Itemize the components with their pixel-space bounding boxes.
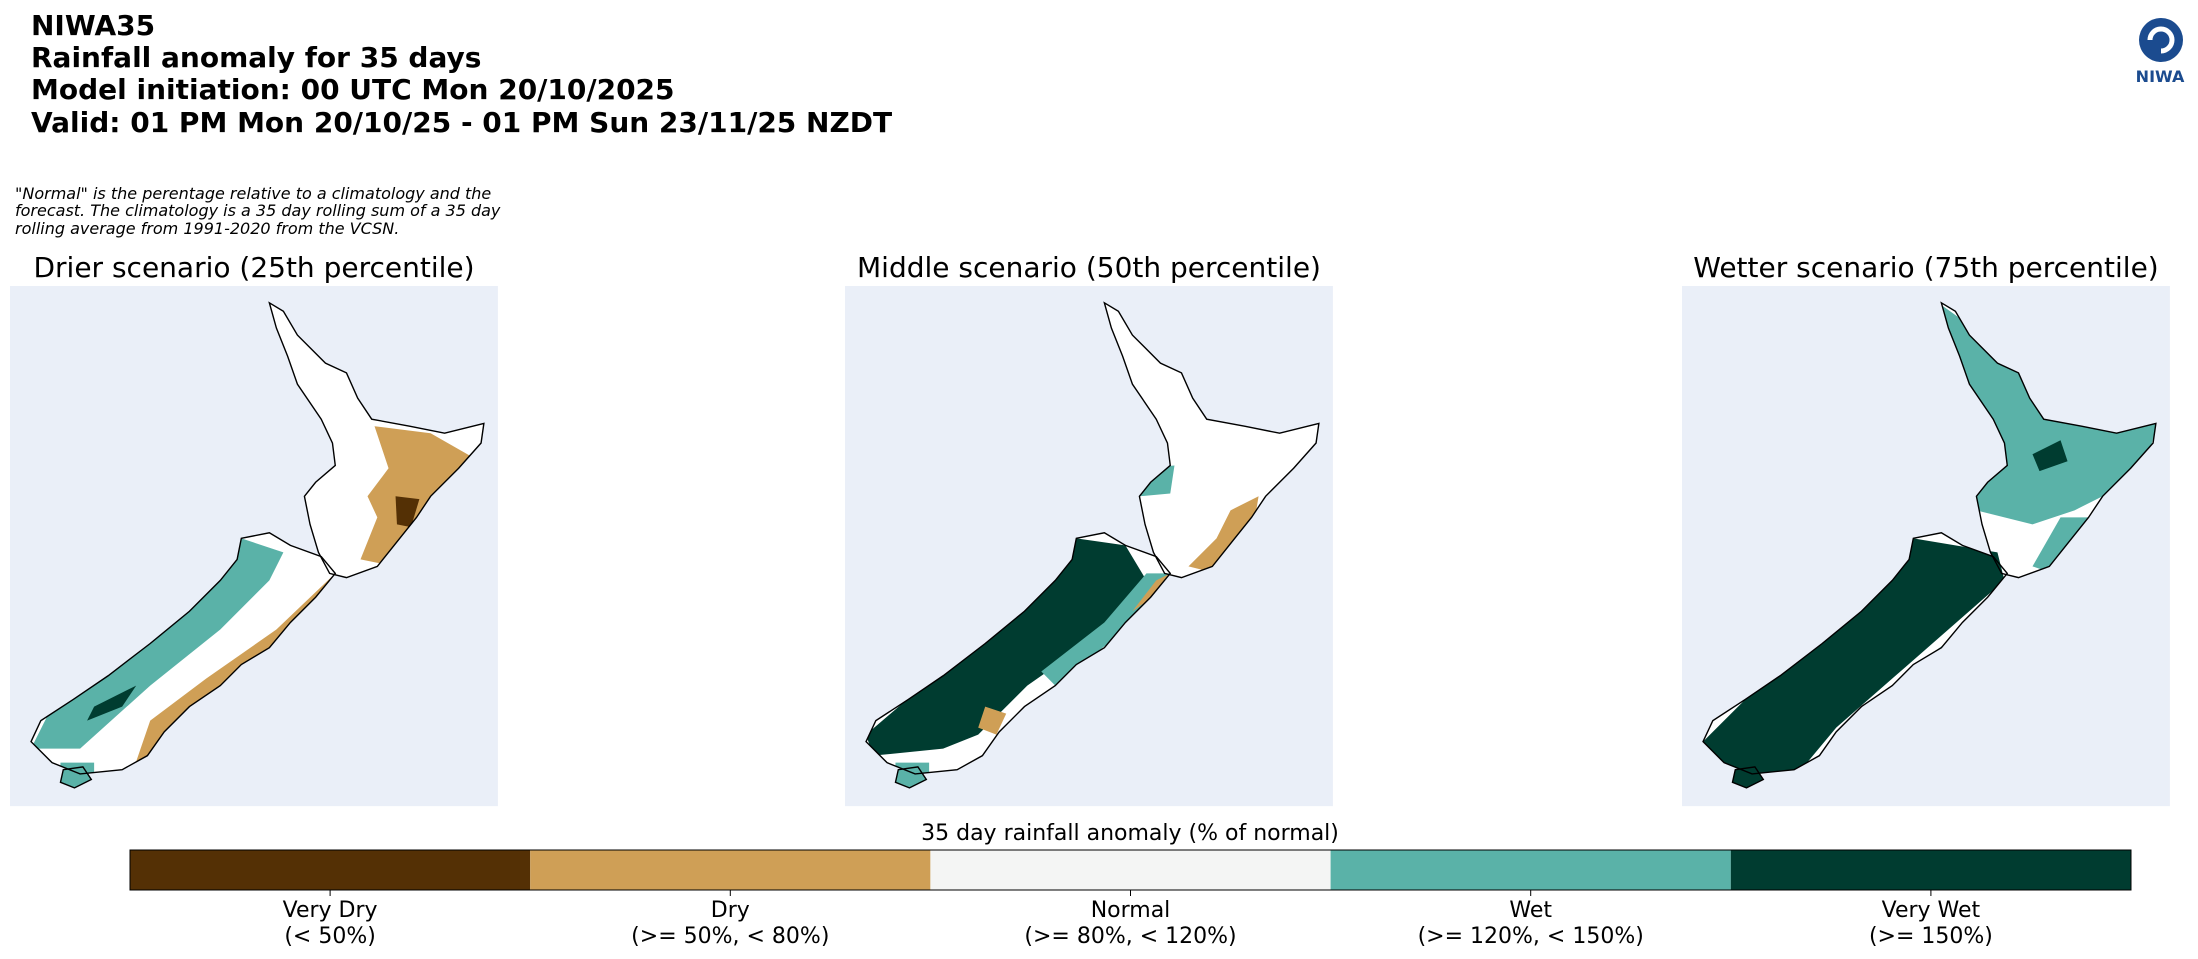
colorbar-swatch xyxy=(930,850,1331,890)
colorbar-label: Dry xyxy=(711,898,750,923)
note-line: "Normal" is the perentage relative to a … xyxy=(15,184,491,203)
colorbar-swatch xyxy=(1730,850,2131,890)
colorbar-swatch xyxy=(1330,850,1731,890)
logo: NIWA xyxy=(2136,18,2185,86)
title-line: Rainfall anomaly for 35 days xyxy=(31,41,481,74)
colorbar-title: 35 day rainfall anomaly (% of normal) xyxy=(921,821,1339,846)
note-line: forecast. The climatology is a 35 day ro… xyxy=(15,201,501,220)
colorbar-frame xyxy=(129,849,2132,891)
panel-title: Middle scenario (50th percentile) xyxy=(857,251,1321,284)
title-line: Model initiation: 00 UTC Mon 20/10/2025 xyxy=(31,73,675,106)
map xyxy=(845,286,1333,807)
note: "Normal" is the perentage relative to a … xyxy=(15,184,501,238)
panel-title: Drier scenario (25th percentile) xyxy=(33,251,474,284)
colorbar-range: (>= 120%, < 150%) xyxy=(1418,924,1644,949)
title-line: Valid: 01 PM Mon 20/10/25 - 01 PM Sun 23… xyxy=(31,106,892,139)
colorbar-label: Very Dry xyxy=(283,898,378,923)
title-line: NIWA35 xyxy=(31,9,155,42)
map xyxy=(1682,286,2170,807)
colorbar-range: (>= 80%, < 120%) xyxy=(1024,924,1236,949)
note-line: rolling average from 1991-2020 from the … xyxy=(15,219,399,238)
colorbar-label: Wet xyxy=(1509,898,1552,923)
colorbar-range: (>= 50%, < 80%) xyxy=(631,924,829,949)
header: NIWA35 Rainfall anomaly for 35 days Mode… xyxy=(31,9,892,139)
colorbar-label: Very Wet xyxy=(1882,898,1981,923)
panel-title: Wetter scenario (75th percentile) xyxy=(1693,251,2158,284)
colorbar-range: (< 50%) xyxy=(284,924,376,949)
colorbar: Very Dry(< 50%)Dry(>= 50%, < 80%)Normal(… xyxy=(130,850,2131,949)
logo-text: NIWA xyxy=(2136,67,2185,86)
colorbar-swatch xyxy=(530,850,931,890)
map xyxy=(10,286,498,807)
colorbar-label: Normal xyxy=(1091,898,1171,923)
colorbar-range: (>= 150%) xyxy=(1869,924,1993,949)
colorbar-swatch xyxy=(130,850,531,890)
